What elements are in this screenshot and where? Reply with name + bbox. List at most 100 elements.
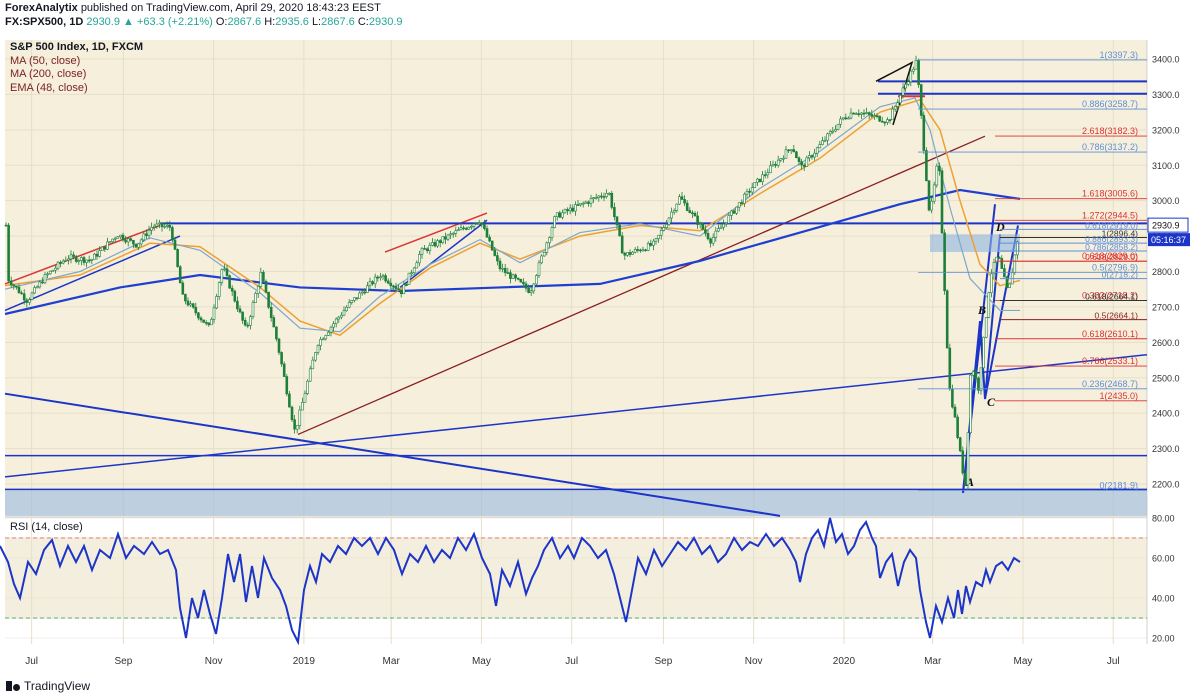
candle-body xyxy=(298,409,302,426)
candle-body xyxy=(810,155,814,158)
candle-body xyxy=(974,371,978,379)
fib-cluster-label: 0.618(2829.0) xyxy=(1085,252,1138,262)
candle-body xyxy=(789,149,793,151)
candle-body xyxy=(282,363,286,377)
candle-body xyxy=(870,114,874,117)
candle-body xyxy=(285,376,289,395)
candle-body xyxy=(116,236,120,239)
candle-body xyxy=(150,227,153,231)
candle-body xyxy=(867,112,871,115)
candle-body xyxy=(628,252,632,255)
candle-body xyxy=(269,306,273,318)
candle-body xyxy=(529,290,533,293)
candle-body xyxy=(275,326,278,340)
candle-body xyxy=(597,195,601,198)
candle-body xyxy=(865,112,868,114)
candle-body xyxy=(847,117,850,120)
legend-ema48[interactable]: EMA (48, close) xyxy=(10,82,143,96)
candle-body xyxy=(626,252,629,256)
last-price-tag xyxy=(1147,217,1189,233)
y-tick-label: 3000.0 xyxy=(1152,196,1180,206)
candle-body xyxy=(272,317,276,328)
drawing-layer: A B C D xyxy=(4,61,1148,517)
fib-cluster-label: 0.786(2858.2) xyxy=(1085,242,1138,252)
candle-body xyxy=(883,121,887,124)
candle-body xyxy=(480,222,484,225)
candle-body xyxy=(347,302,351,308)
candle-body xyxy=(763,174,767,177)
candle-body xyxy=(457,229,460,232)
rsi-layer: 80.00 60.00 40.00 20.00 xyxy=(0,514,1175,646)
candle-body xyxy=(670,211,673,219)
candle-body xyxy=(891,108,894,121)
candle-body xyxy=(319,339,322,346)
candle-body xyxy=(100,246,104,251)
candle-body xyxy=(316,345,320,353)
candle-body xyxy=(306,380,309,394)
candle-body xyxy=(774,163,777,166)
y-tick-label: 2600.0 xyxy=(1152,338,1180,348)
ascending-trendline xyxy=(4,353,1148,478)
candle-body xyxy=(415,262,419,269)
candle-body xyxy=(108,241,112,243)
candle-body xyxy=(74,256,78,262)
candle-body xyxy=(67,258,70,261)
candle-body xyxy=(233,290,237,302)
candle-body xyxy=(358,292,361,299)
candle-body xyxy=(488,236,491,242)
high-label: H: xyxy=(264,16,276,28)
candle-body xyxy=(984,317,988,338)
candle-body xyxy=(730,210,733,216)
candle-body xyxy=(184,294,187,302)
candle-body xyxy=(594,197,598,199)
candle-body xyxy=(77,260,81,262)
candle-body xyxy=(782,157,785,160)
legend-ma50[interactable]: MA (50, close) xyxy=(10,55,143,69)
candle-body xyxy=(654,238,658,242)
candle-body xyxy=(641,249,645,252)
candle-body xyxy=(987,292,991,318)
rsi-legend[interactable]: RSI (14, close) xyxy=(10,521,83,533)
candle-body xyxy=(441,236,445,243)
candle-body xyxy=(813,152,816,158)
candle-body xyxy=(467,226,471,230)
candle-body xyxy=(43,274,47,284)
candle-body xyxy=(490,240,494,251)
candle-body xyxy=(142,233,146,241)
fib-label-red: 1.618(3005.6) xyxy=(1082,189,1138,199)
candle-body xyxy=(85,259,88,263)
candle-body xyxy=(769,165,772,173)
candle-body xyxy=(849,112,853,119)
candle-body xyxy=(815,147,819,154)
candle-body xyxy=(516,277,520,280)
candle-body xyxy=(46,273,49,276)
candle-body xyxy=(761,174,764,183)
candle-body xyxy=(158,222,161,225)
x-tick-label: 2020 xyxy=(833,656,856,667)
close-label: C: xyxy=(357,16,369,28)
chart-canvas[interactable]: A B C D 1(3397.3) 0.886(3258.7) 0.786(3137.2)… xyxy=(0,30,1200,672)
candle-body xyxy=(620,235,624,254)
candle-body xyxy=(238,308,242,313)
low-value: 2867.6 xyxy=(321,16,355,28)
candle-body xyxy=(228,275,231,289)
candle-body xyxy=(405,284,408,286)
publisher-name[interactable]: ForexAnalytix xyxy=(5,2,78,14)
legend-ma200[interactable]: MA (200, close) xyxy=(10,68,143,82)
candle-body xyxy=(737,202,741,208)
candle-body xyxy=(802,164,806,167)
candle-body xyxy=(264,280,268,293)
candle-body xyxy=(288,393,291,408)
candle-body xyxy=(600,195,603,198)
candle-body xyxy=(714,230,718,238)
candle-body xyxy=(243,320,247,326)
candle-body xyxy=(904,84,907,89)
candle-body xyxy=(756,178,759,183)
candle-body xyxy=(841,117,845,120)
candle-body xyxy=(293,419,296,430)
tradingview-logo[interactable]: TradingView xyxy=(6,679,90,693)
candle-body xyxy=(376,276,380,279)
fib-cluster-label: 0.5(2664.1) xyxy=(1095,311,1139,321)
candle-body xyxy=(899,95,902,104)
fib-label-red: 0.618(2610.1) xyxy=(1082,329,1138,339)
